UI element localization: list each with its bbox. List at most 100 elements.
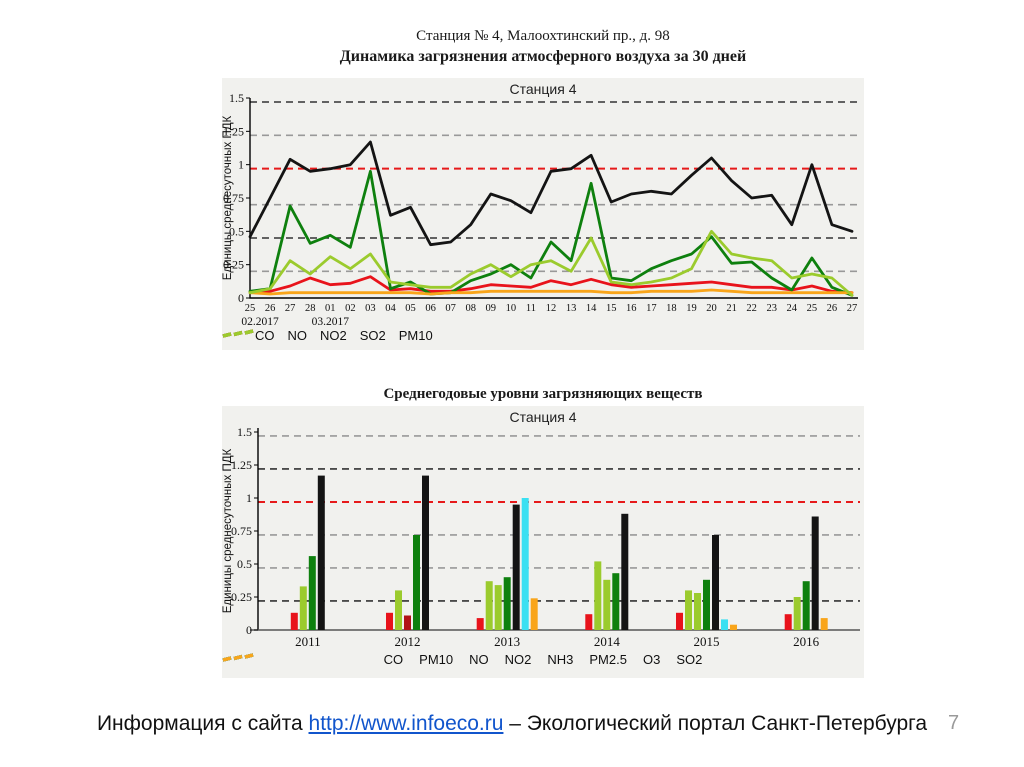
- bar-chart-legend: CO PM10 NO NO2 NH3 PM2.5 O3 SO2: [222, 652, 864, 667]
- legend-marker-icon: [222, 329, 254, 338]
- svg-text:0: 0: [246, 623, 252, 637]
- svg-text:07: 07: [445, 303, 456, 314]
- svg-text:Единицы среднесуточных ПДК: Единицы среднесуточных ПДК: [222, 115, 234, 280]
- bar-chart-svg: 1.5 1.25 1 0.75 0.5 0.25 0 Единицы среднесуточн…: [222, 425, 860, 649]
- legend-label: PM10: [398, 328, 433, 343]
- legend-label: PM2.5: [589, 652, 627, 667]
- dynamics-title: Динамика загрязнения атмосферного воздух…: [339, 48, 747, 65]
- svg-text:15: 15: [606, 303, 617, 314]
- station-title: Станция № 4, Малоохтинский пр., д. 98: [416, 28, 670, 44]
- legend-item-PM2.5: PM2.5: [222, 652, 627, 667]
- legend-label: NH3: [547, 652, 574, 667]
- daily-dynamics-chart: Станция 4 1.5 1.25 1 0.75 0.5 0.25 0 Единицы ср…: [222, 78, 864, 350]
- svg-text:1.25: 1.25: [231, 458, 252, 472]
- svg-text:08: 08: [465, 303, 476, 314]
- svg-text:18: 18: [666, 303, 677, 314]
- bar-chart-title: Станция 4: [509, 409, 577, 425]
- svg-text:0.25: 0.25: [231, 590, 252, 604]
- legend-item-CO: CO: [222, 328, 275, 343]
- legend-item-NO: NO: [222, 652, 489, 667]
- svg-text:14: 14: [586, 303, 597, 314]
- svg-text:01: 01: [325, 303, 336, 314]
- line-chart-legend: CO NO NO2 SO2 PM10: [222, 328, 897, 343]
- legend-item-SO2: SO2: [222, 652, 703, 667]
- svg-text:2013: 2013: [494, 634, 520, 649]
- legend-item-NO2: NO2: [222, 652, 532, 667]
- legend-item-PM10: PM10: [222, 652, 454, 667]
- footer-suffix: – Экологический портал Санкт-Петербурга: [503, 712, 928, 735]
- svg-text:2016: 2016: [793, 634, 820, 649]
- svg-text:0: 0: [238, 291, 244, 305]
- svg-text:22: 22: [746, 303, 757, 314]
- infoeco-link[interactable]: http://www.infoeco.ru: [308, 712, 504, 735]
- svg-text:02.2017: 02.2017: [241, 316, 279, 328]
- svg-text:27: 27: [285, 303, 296, 314]
- legend-label: SO2: [359, 328, 386, 343]
- svg-text:0.5: 0.5: [237, 557, 252, 571]
- legend-label: NO2: [504, 652, 532, 667]
- svg-text:24: 24: [787, 303, 798, 314]
- svg-text:1: 1: [238, 158, 244, 172]
- legend-item-PM10: PM10: [222, 328, 433, 343]
- svg-text:23: 23: [766, 303, 777, 314]
- footer-prefix: Информация с сайта: [96, 712, 309, 735]
- svg-text:20: 20: [706, 303, 717, 314]
- svg-text:04: 04: [385, 303, 396, 314]
- slide-header: Станция № 4, Малоохтинский пр., д. 98 Ди…: [222, 28, 864, 66]
- legend-item-NO2: NO2: [222, 328, 347, 343]
- svg-text:25: 25: [245, 303, 256, 314]
- legend-label: O3: [642, 652, 661, 667]
- annual-averages-chart: Станция 4 1.5 1.25 1 0.75 0.5 0.25 0 Единицы ср…: [222, 406, 864, 678]
- legend-label: NO2: [320, 328, 347, 343]
- legend-item-NH3: NH3: [222, 652, 574, 667]
- line-chart-title: Станция 4: [509, 81, 577, 97]
- svg-text:1.25: 1.25: [223, 124, 244, 138]
- svg-text:10: 10: [506, 303, 517, 314]
- svg-text:12: 12: [546, 303, 557, 314]
- page-number: 7: [948, 712, 960, 734]
- svg-text:05: 05: [405, 303, 416, 314]
- svg-text:03.2017: 03.2017: [312, 316, 350, 328]
- svg-text:09: 09: [486, 303, 497, 314]
- legend-item-NO: NO: [222, 328, 308, 343]
- svg-text:17: 17: [646, 303, 657, 314]
- svg-text:26: 26: [827, 303, 838, 314]
- svg-text:0.5: 0.5: [229, 224, 244, 238]
- legend-label: CO: [383, 652, 404, 667]
- svg-text:1.5: 1.5: [237, 425, 252, 439]
- legend-label: NO: [287, 328, 308, 343]
- legend-item-CO: CO: [222, 652, 404, 667]
- annual-chart-header: Среднегодовые уровни загрязняющих вещест…: [383, 386, 703, 402]
- line-chart-svg: 1.5 1.25 1 0.75 0.5 0.25 0 Единицы среднесуточн…: [222, 91, 858, 328]
- legend-item-SO2: SO2: [222, 328, 386, 343]
- legend-label: NO: [469, 652, 489, 667]
- svg-text:1.5: 1.5: [229, 91, 244, 105]
- legend-label: CO: [255, 328, 275, 343]
- svg-text:2015: 2015: [694, 634, 720, 649]
- svg-text:0.25: 0.25: [223, 258, 244, 272]
- svg-text:26: 26: [265, 303, 276, 314]
- svg-text:19: 19: [686, 303, 697, 314]
- svg-text:Единицы среднесуточных ПДК: Единицы среднесуточных ПДК: [222, 448, 234, 613]
- svg-text:2011: 2011: [295, 634, 321, 649]
- svg-text:11: 11: [526, 303, 536, 314]
- footer: Информация с сайта http://www.infoeco.ru…: [0, 712, 1024, 736]
- svg-text:0.75: 0.75: [231, 524, 252, 538]
- svg-text:2012: 2012: [395, 634, 421, 649]
- legend-marker-icon: [222, 653, 254, 662]
- svg-text:13: 13: [566, 303, 577, 314]
- legend-label: PM10: [419, 652, 454, 667]
- svg-text:25: 25: [807, 303, 818, 314]
- svg-text:21: 21: [726, 303, 737, 314]
- svg-text:16: 16: [626, 303, 637, 314]
- svg-text:06: 06: [425, 303, 436, 314]
- legend-item-O3: O3: [222, 652, 661, 667]
- legend-label: SO2: [676, 652, 703, 667]
- svg-text:1: 1: [246, 491, 252, 505]
- svg-text:2014: 2014: [594, 634, 621, 649]
- svg-text:02: 02: [345, 303, 356, 314]
- svg-text:0.75: 0.75: [223, 191, 244, 205]
- svg-text:03: 03: [365, 303, 376, 314]
- svg-text:27: 27: [847, 303, 858, 314]
